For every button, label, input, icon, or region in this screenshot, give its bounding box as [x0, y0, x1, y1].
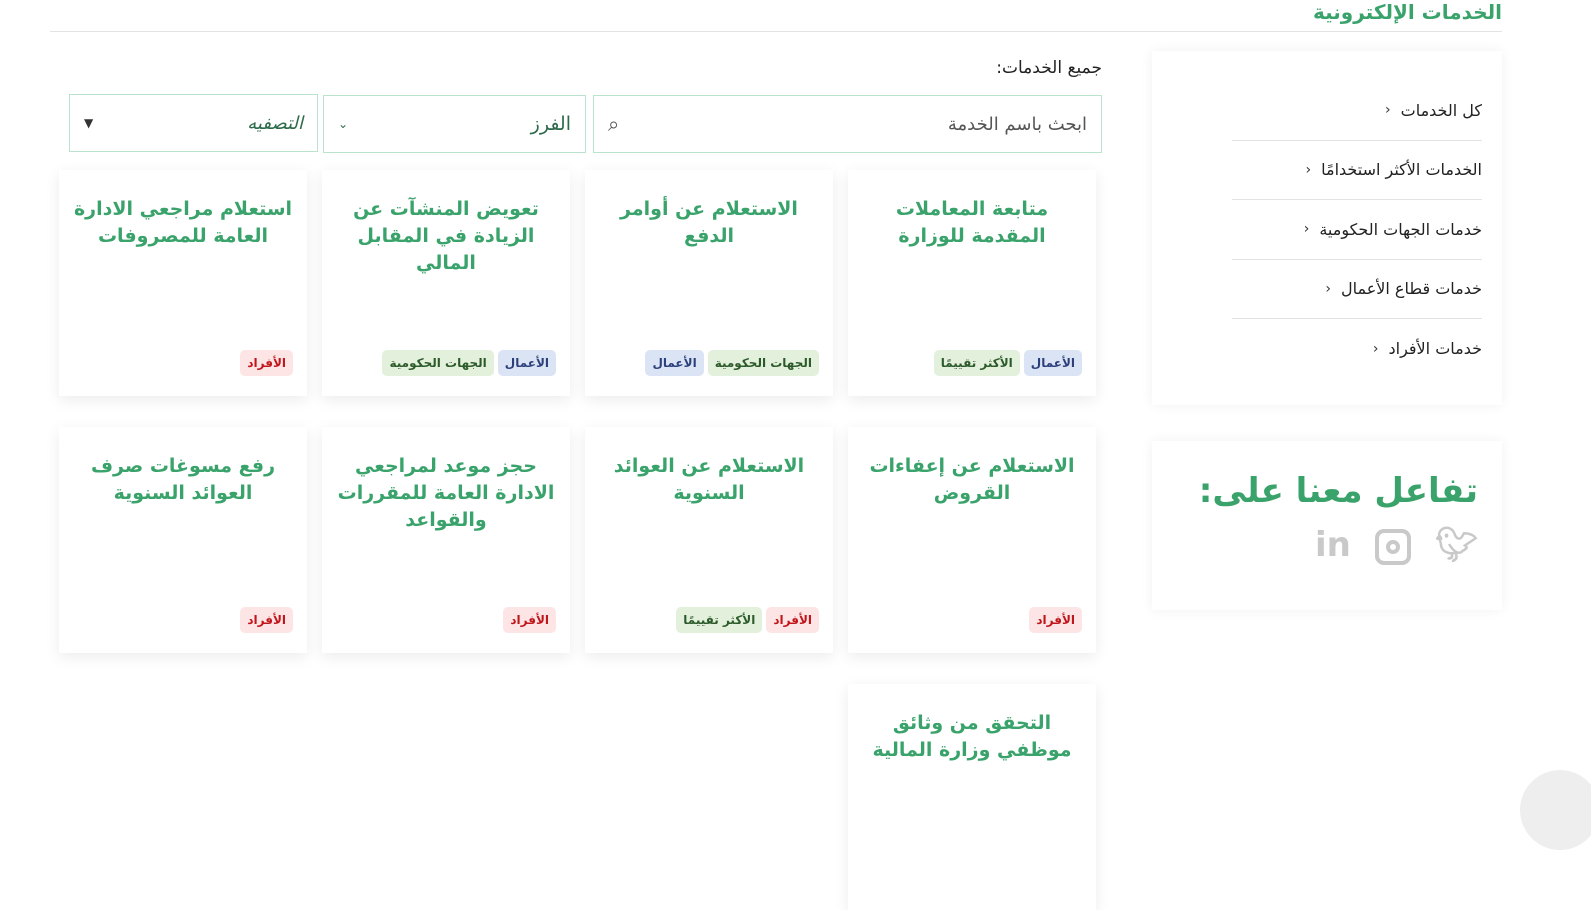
service-card[interactable]: حجز موعد لمراجعي الادارة العامة للمقررات…: [322, 427, 570, 653]
tag-badge: الأعمال: [1023, 350, 1082, 376]
chevron-left-icon: ‹: [1305, 161, 1312, 178]
instagram-icon[interactable]: [1374, 529, 1411, 565]
chevron-left-icon: ‹: [1372, 340, 1379, 357]
tag-badge: الأعمال: [645, 350, 704, 376]
tag-badge: الجهات الحكومية: [707, 350, 819, 376]
tag-badge: الأفراد: [1029, 607, 1082, 633]
service-title[interactable]: متابعة المعاملات المقدمة للوزارة: [895, 198, 1049, 247]
tag-list: الأفراد: [503, 607, 556, 633]
service-card[interactable]: استعلام مراجعي الادارة العامة للمصروفات ا…: [59, 170, 307, 396]
tag-badge: الأفراد: [503, 607, 556, 633]
service-title[interactable]: التحقق من وثائق موظفي وزارة المالية: [872, 712, 1072, 761]
services-grid: متابعة المعاملات المقدمة للوزارة الأعمال ا…: [58, 170, 1096, 910]
tag-badge: الأفراد: [240, 350, 293, 376]
service-card[interactable]: التحقق من وثائق موظفي وزارة المالية: [848, 684, 1096, 910]
service-title[interactable]: الاستعلام عن العوائد السنوية: [613, 455, 805, 504]
sidebar-item-business[interactable]: ‹ خدمات قطاع الأعمال: [1232, 260, 1482, 319]
tag-list: الجهات الحكومية الأعمال: [645, 350, 819, 376]
search-input[interactable]: ابحث باسم الخدمة ⌕: [593, 95, 1102, 153]
divider: [50, 31, 1502, 32]
tag-list: الأفراد: [240, 607, 293, 633]
sort-label: الفرز: [530, 113, 571, 135]
service-card[interactable]: الاستعلام عن إعفاءات القروض الأفراد: [848, 427, 1096, 653]
sidebar-item-label: الخدمات الأكثر استخدامًا: [1321, 160, 1482, 180]
sidebar-item-label: خدمات قطاع الأعمال: [1340, 279, 1482, 299]
filter-select[interactable]: التصفيه ▼: [69, 94, 318, 152]
caret-down-icon: ▼: [84, 116, 94, 130]
service-title[interactable]: استعلام مراجعي الادارة العامة للمصروفات: [73, 198, 293, 247]
tag-list: الأعمال الجهات الحكومية: [382, 350, 556, 376]
filter-label: التصفيه: [247, 112, 303, 134]
tag-list: الأفراد: [1029, 607, 1082, 633]
twitter-icon[interactable]: 🐦︎: [1434, 525, 1478, 565]
tag-list: الأفراد الأكثر تقييمًا: [676, 607, 819, 633]
tag-badge: الأكثر تقييمًا: [933, 350, 1020, 376]
tag-badge: الجهات الحكومية: [382, 350, 494, 376]
sidebar-item-all[interactable]: ‹ كل الخدمات: [1232, 81, 1482, 141]
service-title[interactable]: حجز موعد لمراجعي الادارة العامة للمقررات…: [337, 455, 555, 531]
chevron-left-icon: ‹: [1385, 102, 1391, 119]
service-title[interactable]: تعويض المنشآت عن الزيادة في المقابل الما…: [353, 198, 539, 274]
service-card[interactable]: تعويض المنشآت عن الزيادة في المقابل الما…: [322, 170, 570, 396]
service-card[interactable]: متابعة المعاملات المقدمة للوزارة الأعمال ا…: [848, 170, 1096, 396]
sidebar-item-most-used[interactable]: ‹ الخدمات الأكثر استخدامًا: [1232, 141, 1482, 200]
scroll-top-button[interactable]: [1520, 770, 1591, 850]
tag-badge: الأفراد: [766, 607, 819, 633]
social-title: تفاعل معنا على:: [1198, 471, 1478, 511]
service-card[interactable]: الاستعلام عن أوامر الدفع الجهات الحكومية ا…: [585, 170, 833, 396]
sidebar-item-label: خدمات الأفراد: [1388, 339, 1483, 359]
chevron-down-icon: ⌄: [338, 117, 349, 131]
sidebar: ‹ كل الخدمات ‹ الخدمات الأكثر استخدامًا ‹ خ…: [1152, 51, 1502, 405]
tag-list: الأفراد: [240, 350, 293, 376]
search-icon[interactable]: ⌕: [608, 112, 620, 136]
sort-select[interactable]: الفرز ⌄: [323, 95, 586, 153]
social-box: تفاعل معنا على: 🐦︎ in: [1152, 441, 1502, 610]
tag-list: الأعمال الأكثر تقييمًا: [933, 350, 1082, 376]
sidebar-item-label: كل الخدمات: [1400, 100, 1482, 120]
service-title[interactable]: الاستعلام عن إعفاءات القروض: [869, 455, 1075, 504]
tag-badge: الأعمال: [497, 350, 556, 376]
service-card[interactable]: الاستعلام عن العوائد السنوية الأفراد الأكث…: [585, 427, 833, 653]
sidebar-item-individuals[interactable]: ‹ خدمات الأفراد: [1232, 319, 1482, 379]
tag-badge: الأكثر تقييمًا: [676, 607, 763, 633]
tag-badge: الأفراد: [240, 607, 293, 633]
all-services-label: جميع الخدمات:: [996, 58, 1102, 78]
sidebar-item-government[interactable]: ‹ خدمات الجهات الحكومية: [1232, 200, 1482, 260]
page-title: الخدمات الإلكترونية: [1312, 0, 1502, 24]
linkedin-icon[interactable]: in: [1314, 525, 1351, 565]
service-title[interactable]: الاستعلام عن أوامر الدفع: [620, 198, 798, 247]
service-title[interactable]: رفع مسوغات صرف العوائد السنوية: [90, 455, 276, 504]
search-placeholder: ابحث باسم الخدمة: [947, 113, 1087, 135]
service-card[interactable]: رفع مسوغات صرف العوائد السنوية الأفراد: [59, 427, 307, 653]
sidebar-item-label: خدمات الجهات الحكومية: [1319, 219, 1482, 239]
chevron-left-icon: ‹: [1325, 280, 1331, 297]
chevron-left-icon: ‹: [1303, 221, 1310, 238]
